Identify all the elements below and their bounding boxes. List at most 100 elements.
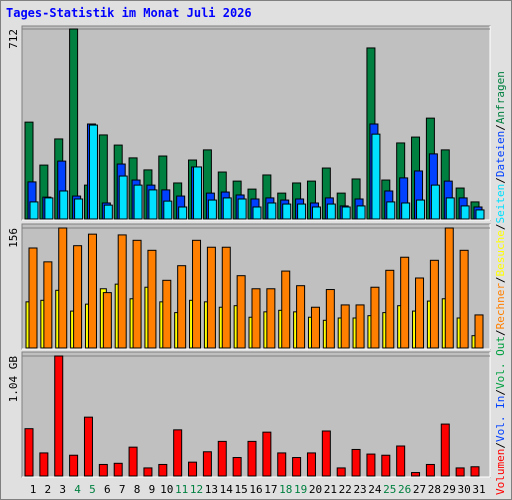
- bar: [69, 28, 79, 220]
- bar: [415, 277, 425, 349]
- bar: [411, 472, 421, 477]
- legend-entry: Seiten: [494, 184, 507, 224]
- bar: [310, 306, 320, 349]
- bar: [177, 265, 187, 349]
- bar: [163, 200, 173, 220]
- bar: [351, 448, 361, 477]
- legend-separator: /: [494, 124, 507, 131]
- bar: [340, 304, 350, 349]
- bar: [202, 451, 212, 477]
- bar: [102, 292, 112, 349]
- bar: [326, 203, 336, 220]
- bar: [118, 175, 128, 220]
- bar: [445, 197, 455, 220]
- bar: [29, 201, 39, 220]
- bar: [178, 206, 188, 220]
- x-tick-label: 2: [45, 483, 52, 496]
- x-tick-label: 12: [190, 483, 203, 496]
- bar: [282, 203, 292, 220]
- bar: [28, 247, 38, 349]
- bar: [103, 204, 113, 220]
- x-tick-label: 4: [74, 483, 81, 496]
- bar: [292, 457, 302, 477]
- x-tick-label: 24: [368, 483, 382, 496]
- x-tick-label: 23: [353, 483, 366, 496]
- x-tick-label: 22: [339, 483, 352, 496]
- x-tick-label: 20: [309, 483, 322, 496]
- x-tick-label: 21: [324, 483, 337, 496]
- x-tick-label: 31: [472, 483, 485, 496]
- bar: [69, 454, 79, 477]
- legend-entry: Rechner: [494, 283, 507, 330]
- bar: [128, 446, 138, 477]
- x-tick-label: 7: [119, 483, 126, 496]
- bar: [321, 430, 331, 477]
- bar: [88, 124, 98, 220]
- bar: [192, 239, 202, 349]
- x-tick-label: 8: [134, 483, 141, 496]
- x-tick-label: 16: [249, 483, 262, 496]
- x-tick-label: 9: [149, 483, 156, 496]
- y-tick-label: 712: [7, 29, 20, 49]
- bar: [148, 189, 158, 220]
- bar: [158, 463, 168, 477]
- bar: [400, 256, 410, 349]
- bar: [311, 206, 321, 220]
- x-tick-label: 28: [428, 483, 441, 496]
- chart-title: Tages-Statistik im Monat Juli 2026: [6, 6, 252, 20]
- bar: [401, 202, 411, 220]
- bar: [132, 239, 142, 349]
- bar: [277, 452, 287, 477]
- bar: [267, 202, 277, 220]
- bar: [54, 355, 64, 477]
- legend-separator: /: [494, 442, 507, 449]
- bar: [221, 246, 231, 349]
- bar: [425, 463, 435, 477]
- bar: [281, 270, 291, 349]
- bar: [444, 227, 454, 349]
- bar: [143, 467, 153, 477]
- bar: [416, 199, 426, 220]
- bar: [147, 249, 157, 349]
- bar: [460, 205, 470, 220]
- bar: [44, 197, 54, 220]
- bar: [113, 462, 123, 477]
- bar: [59, 190, 69, 220]
- bar: [74, 198, 84, 220]
- bar: [370, 286, 380, 349]
- bar: [207, 199, 217, 220]
- bar: [366, 453, 376, 477]
- bar: [429, 259, 439, 349]
- bar: [306, 452, 316, 477]
- bar: [251, 288, 261, 349]
- bar: [222, 197, 232, 220]
- legend: Volumen/Vol. In/Vol. Out/Rechner/Besuche…: [494, 71, 507, 495]
- bar: [173, 429, 183, 477]
- x-tick-label: 19: [294, 483, 307, 496]
- bar: [470, 466, 480, 477]
- bar: [430, 184, 440, 220]
- bar: [206, 246, 216, 349]
- bar: [162, 279, 172, 349]
- legend-entry: Volumen: [494, 449, 507, 495]
- x-tick-label: 30: [458, 483, 471, 496]
- bar: [381, 454, 391, 477]
- bar: [83, 416, 93, 477]
- x-tick-label: 3: [59, 483, 66, 496]
- bar: [247, 440, 257, 477]
- bar: [39, 452, 49, 477]
- legend-separator: /: [494, 177, 507, 184]
- bar: [43, 261, 53, 349]
- bar: [232, 457, 242, 477]
- x-tick-label: 27: [413, 483, 426, 496]
- bar: [24, 428, 34, 477]
- bar: [262, 431, 272, 477]
- bar: [236, 275, 246, 349]
- x-tick-label: 17: [264, 483, 277, 496]
- y-tick-label: 1.04 GB: [7, 356, 20, 403]
- bar: [341, 206, 351, 220]
- bar: [58, 227, 68, 349]
- legend-separator: /: [494, 329, 507, 336]
- x-tick-label: 10: [160, 483, 173, 496]
